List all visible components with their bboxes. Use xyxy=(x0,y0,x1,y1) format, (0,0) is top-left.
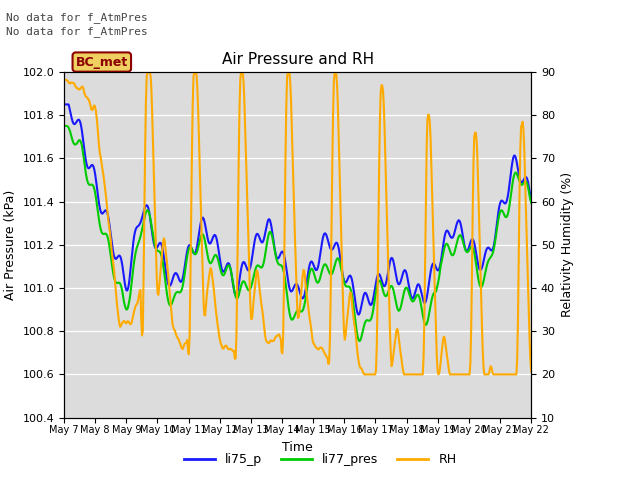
Y-axis label: Relativity Humidity (%): Relativity Humidity (%) xyxy=(561,172,573,317)
Y-axis label: Air Pressure (kPa): Air Pressure (kPa) xyxy=(4,190,17,300)
X-axis label: Time: Time xyxy=(282,441,313,454)
Title: Air Pressure and RH: Air Pressure and RH xyxy=(221,52,374,67)
Legend: li75_p, li77_pres, RH: li75_p, li77_pres, RH xyxy=(179,448,461,471)
Text: No data for f_AtmPres: No data for f_AtmPres xyxy=(6,26,148,37)
Text: BC_met: BC_met xyxy=(76,56,128,69)
Text: No data for f_AtmPres: No data for f_AtmPres xyxy=(6,12,148,23)
